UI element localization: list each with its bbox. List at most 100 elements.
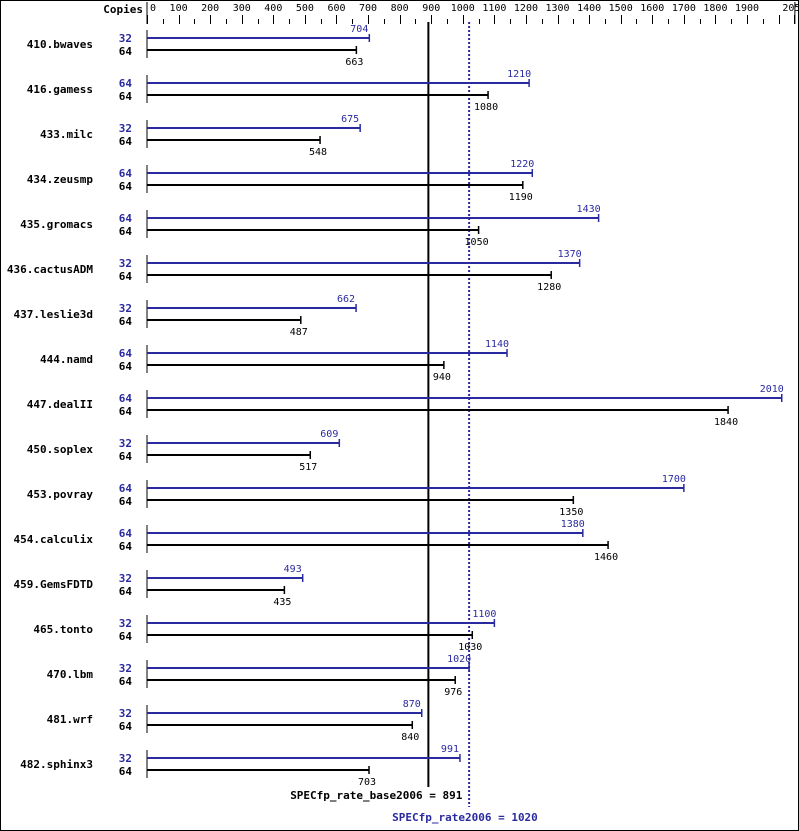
peak-copies: 64	[119, 392, 133, 405]
x-tick-label: 1200	[514, 3, 538, 14]
base-value-label: 1350	[559, 507, 583, 518]
peak-value-label: 675	[341, 114, 359, 125]
benchmark-label: 416.gamess	[27, 83, 93, 96]
benchmark-label: 481.wrf	[47, 713, 93, 726]
base-value-label: 1190	[509, 192, 533, 203]
x-tick-label: 200	[201, 3, 219, 14]
peak-value-label: 1380	[561, 519, 585, 530]
base-copies: 64	[119, 90, 133, 103]
base-copies: 64	[119, 720, 133, 733]
base-value-label: 703	[358, 777, 376, 788]
base-value-label: 840	[401, 732, 419, 743]
x-tick-label: 0	[150, 3, 156, 14]
x-tick-label: 1600	[640, 3, 664, 14]
x-tick-label: 1400	[577, 3, 601, 14]
peak-copies: 32	[119, 257, 132, 270]
peak-value-label: 1370	[558, 249, 582, 260]
peak-copies: 64	[119, 167, 133, 180]
base-value-label: 548	[309, 147, 327, 158]
benchmark-label: 459.GemsFDTD	[14, 578, 94, 591]
peak-value-label: 991	[441, 744, 459, 755]
x-tick-label: 1300	[545, 3, 569, 14]
benchmark-label: 450.soplex	[27, 443, 94, 456]
peak-copies: 32	[119, 122, 132, 135]
benchmark-label: 444.namd	[40, 353, 93, 366]
x-tick-label: 1100	[482, 3, 506, 14]
benchmark-label: 470.lbm	[47, 668, 94, 681]
peak-copies: 64	[119, 212, 133, 225]
base-copies: 64	[119, 135, 133, 148]
x-tick-label: 100	[170, 3, 188, 14]
benchmark-label: 435.gromacs	[20, 218, 93, 231]
x-tick-label: 300	[233, 3, 251, 14]
peak-value-label: 1020	[447, 654, 471, 665]
peak-copies: 32	[119, 302, 132, 315]
peak-copies: 32	[119, 752, 132, 765]
x-tick-label: 1800	[703, 3, 727, 14]
benchmark-label: 433.milc	[40, 128, 93, 141]
x-tick-label: 900	[422, 3, 440, 14]
benchmark-label: 447.dealII	[27, 398, 93, 411]
base-copies: 64	[119, 270, 133, 283]
peak-copies: 64	[119, 527, 133, 540]
peak-value-label: 662	[337, 294, 355, 305]
base-value-label: 1050	[465, 237, 489, 248]
peak-copies: 32	[119, 437, 132, 450]
peak-value-label: 1430	[577, 204, 601, 215]
benchmark-label: 434.zeusmp	[27, 173, 94, 186]
peak-copies: 32	[119, 572, 132, 585]
base-copies: 64	[119, 405, 133, 418]
base-value-label: 1030	[458, 642, 482, 653]
base-copies: 64	[119, 45, 133, 58]
x-tick-label: 500	[296, 3, 314, 14]
base-value-label: 1080	[474, 102, 498, 113]
base-copies: 64	[119, 765, 133, 778]
benchmark-label: 482.sphinx3	[20, 758, 93, 771]
peak-value-label: 1700	[662, 474, 686, 485]
base-copies: 64	[119, 585, 133, 598]
base-value-label: 976	[444, 687, 462, 698]
benchmark-label: 454.calculix	[14, 533, 94, 546]
x-tick-label: 1700	[672, 3, 696, 14]
base-copies: 64	[119, 180, 133, 193]
peak-copies: 32	[119, 617, 132, 630]
peak-copies: 32	[119, 662, 132, 675]
peak-value-label: 2010	[760, 384, 784, 395]
base-copies: 64	[119, 540, 133, 553]
base-value-label: 1460	[594, 552, 618, 563]
peak-value-label: 1220	[510, 159, 534, 170]
peak-copies: 32	[119, 32, 132, 45]
base-value-label: 940	[433, 372, 451, 383]
peak-value-label: 1210	[507, 69, 531, 80]
base-value-label: 435	[273, 597, 291, 608]
benchmark-label: 436.cactusADM	[7, 263, 93, 276]
peak-copies: 32	[119, 707, 132, 720]
benchmark-label: 410.bwaves	[27, 38, 93, 51]
peak-value-label: 609	[320, 429, 338, 440]
benchmark-label: 465.tonto	[33, 623, 93, 636]
base-copies: 64	[119, 360, 133, 373]
base-value-label: 487	[290, 327, 308, 338]
x-tick-label: 1900	[735, 3, 759, 14]
base-copies: 64	[119, 495, 133, 508]
peak-value-label: 870	[403, 699, 421, 710]
x-tick-label: 600	[327, 3, 345, 14]
peak-value-label: 1100	[472, 609, 496, 620]
benchmark-label: 437.leslie3d	[14, 308, 93, 321]
base-copies: 64	[119, 450, 133, 463]
x-tick-label: 800	[391, 3, 409, 14]
base-value-label: 1280	[537, 282, 561, 293]
base-copies: 64	[119, 315, 133, 328]
peak-value-label: 493	[284, 564, 302, 575]
base-copies: 64	[119, 225, 133, 238]
benchmark-label: 453.povray	[27, 488, 94, 501]
base-copies: 64	[119, 675, 133, 688]
base-copies: 64	[119, 630, 133, 643]
peak-copies: 64	[119, 482, 133, 495]
x-tick-label: 2050	[782, 3, 799, 14]
base-summary-label: SPECfp_rate_base2006 = 891	[290, 789, 463, 802]
peak-copies: 64	[119, 347, 133, 360]
peak-value-label: 1140	[485, 339, 509, 350]
base-value-label: 663	[345, 57, 363, 68]
